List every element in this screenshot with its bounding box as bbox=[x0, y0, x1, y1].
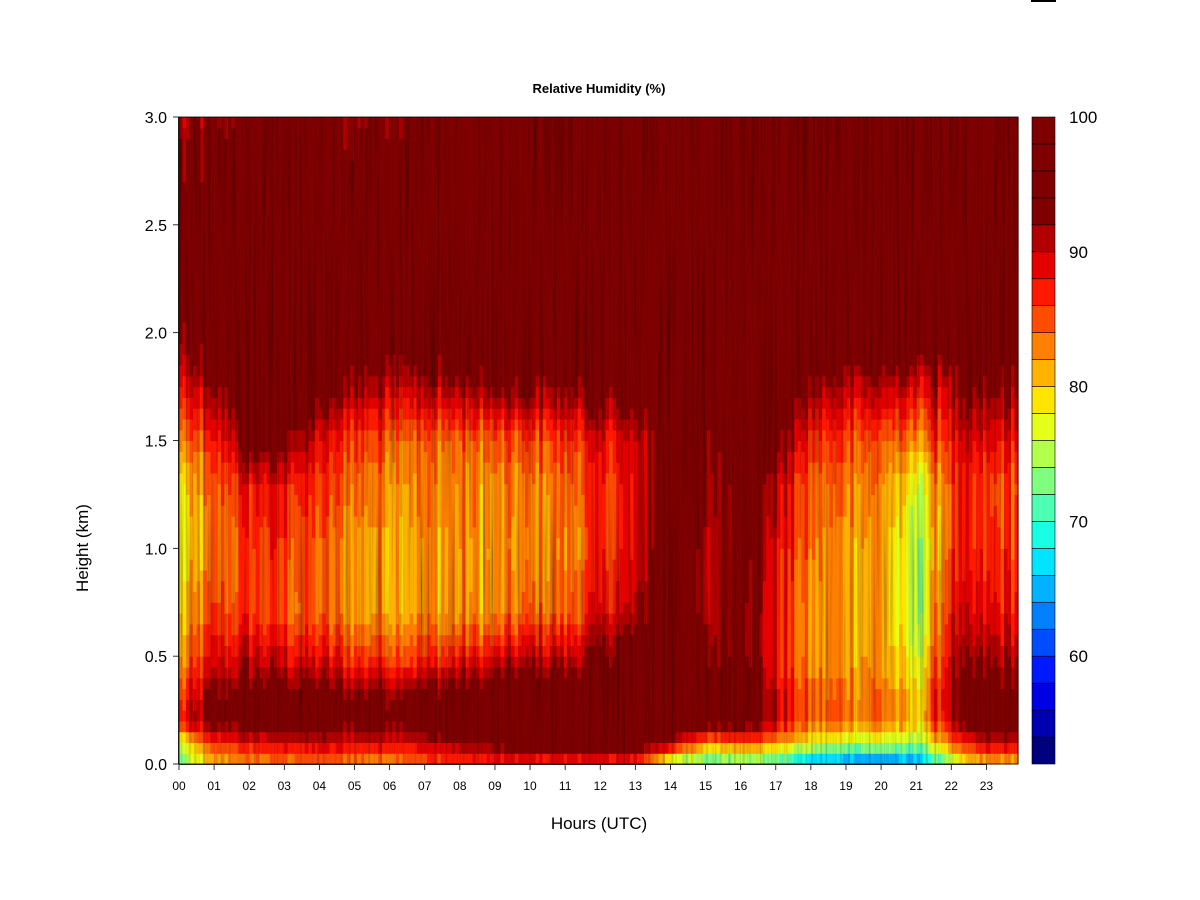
chart-title: Relative Humidity (%) bbox=[533, 81, 666, 96]
